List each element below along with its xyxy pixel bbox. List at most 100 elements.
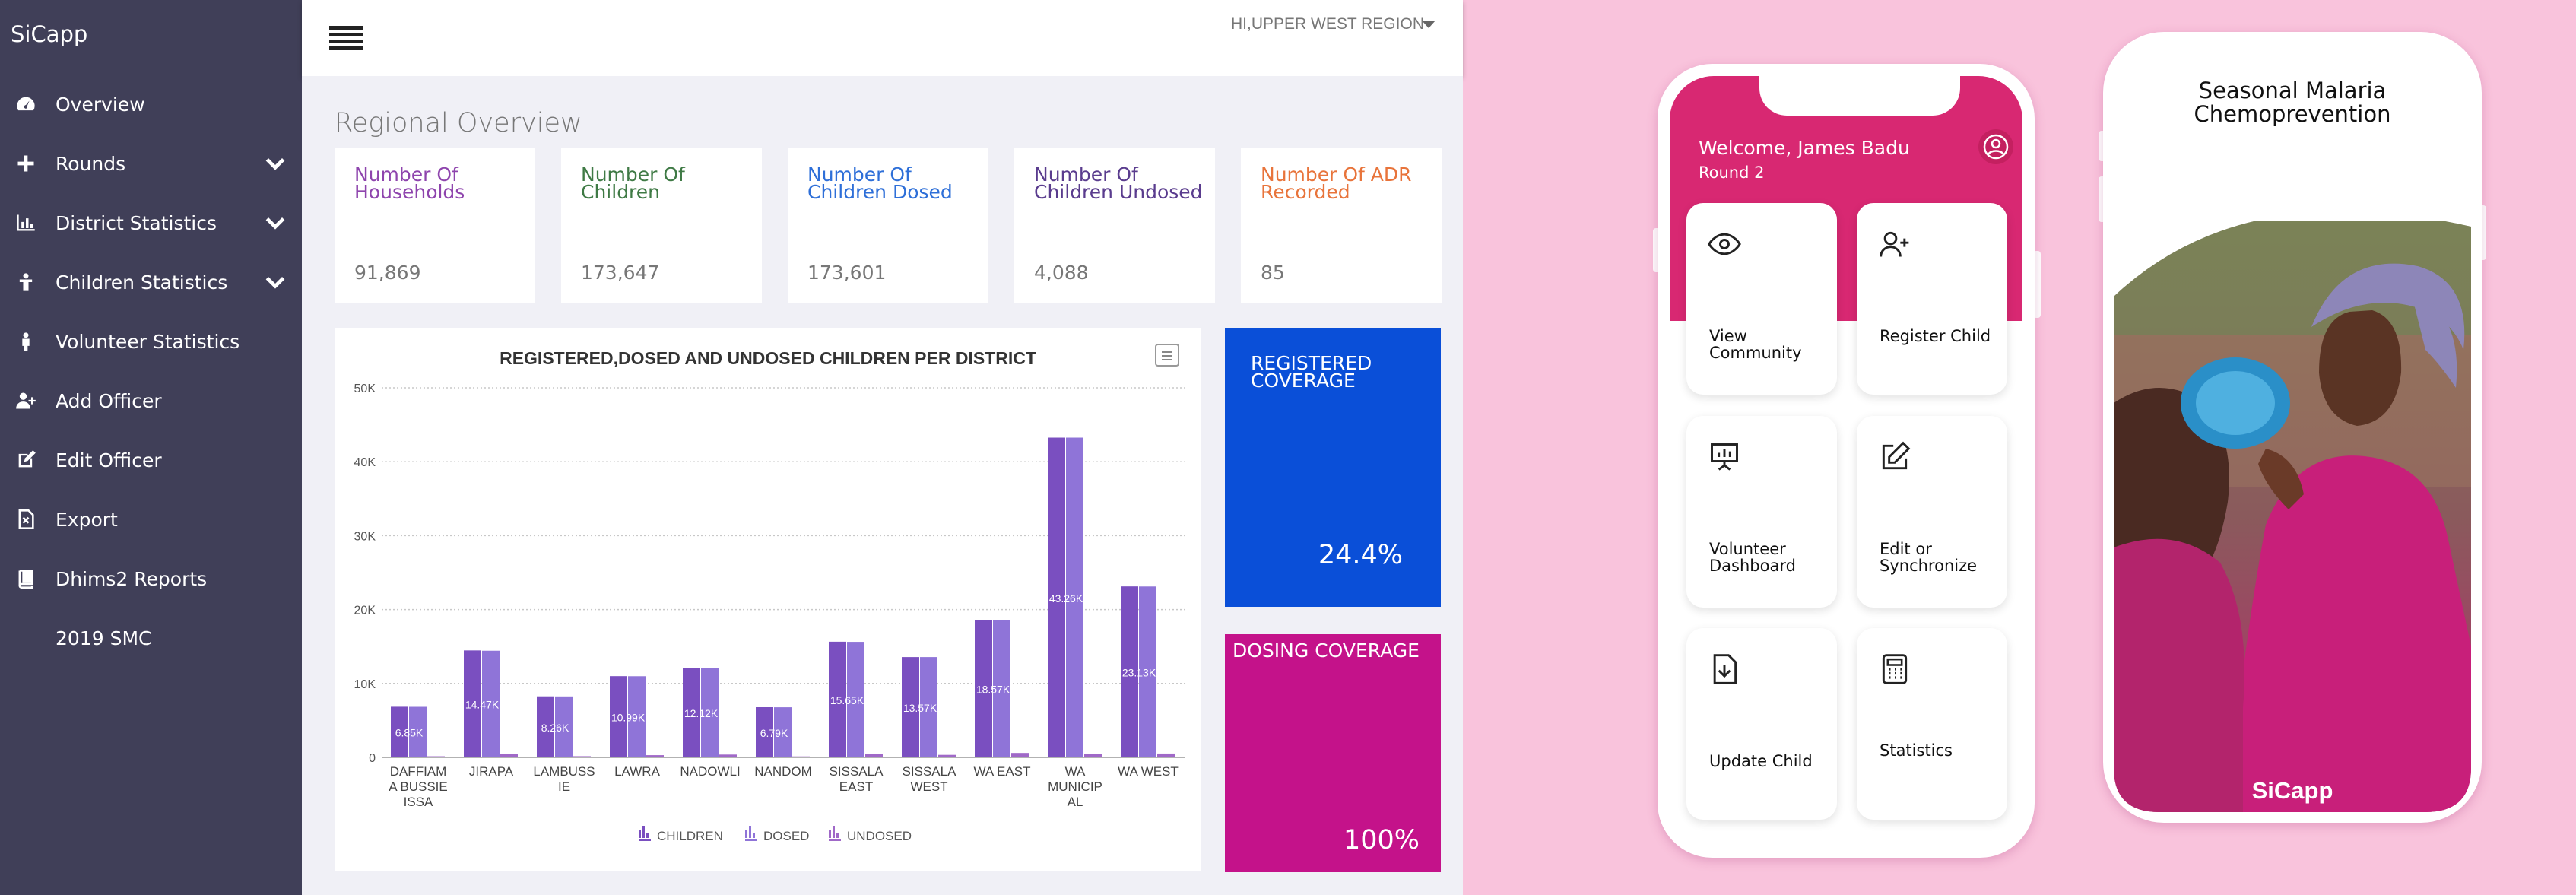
x-tick-label: NANDOM <box>754 764 812 779</box>
sidebar: SiCapp Overview Rounds District Statisti… <box>0 0 302 895</box>
bar-children <box>829 641 846 757</box>
tile-edit-synchronize[interactable]: Edit or Synchronize <box>1857 416 2007 608</box>
sidebar-item-label: Export <box>56 508 118 531</box>
bar-dosed <box>993 620 1010 757</box>
phone-side-button <box>2033 251 2041 318</box>
legend-bar-icon <box>639 826 651 841</box>
splash-title-line: Chemoprevention <box>2194 101 2391 127</box>
x-tick-label: WA <box>1065 764 1086 779</box>
bar-value-label: 10.99K <box>611 712 646 724</box>
x-tick-label: WA EAST <box>974 764 1031 779</box>
bar-dosed <box>920 657 937 757</box>
phone-side-button <box>2099 176 2106 222</box>
user-add-icon <box>1880 231 1909 257</box>
legend-bar-icon <box>829 826 841 841</box>
bar-value-label: 6.79K <box>760 727 788 739</box>
app-brand[interactable]: SiCapp <box>11 21 88 47</box>
legend-label: CHILDREN <box>657 829 723 843</box>
sidebar-item-label: Overview <box>56 93 145 116</box>
sidebar-item-label: Children Statistics <box>56 271 228 294</box>
stat-value: 173,647 <box>581 262 660 284</box>
profile-icon[interactable] <box>1978 129 2013 164</box>
bar-value-label: 6.85K <box>395 727 424 739</box>
bar-value-label: 23.13K <box>1122 667 1156 679</box>
bar-value-label: 18.57K <box>976 684 1010 696</box>
sidebar-item-volunteer-statistics[interactable]: Volunteer Statistics <box>0 319 302 364</box>
tile-statistics[interactable]: Statistics <box>1857 628 2007 820</box>
sidebar-item-edit-officer[interactable]: Edit Officer <box>0 437 302 483</box>
tile-volunteer-dashboard[interactable]: Volunteer Dashboard <box>1686 416 1837 608</box>
x-tick-label: ISSA <box>404 795 433 809</box>
x-tick-label: JIRAPA <box>469 764 514 779</box>
splash-title-line: Seasonal Malaria <box>2198 78 2387 103</box>
presentation-icon <box>1711 443 1738 471</box>
sidebar-item-export[interactable]: Export <box>0 497 302 542</box>
bar-undosed <box>719 754 737 757</box>
tile-label: Statistics <box>1880 741 1953 760</box>
stat-value: 4,088 <box>1034 262 1089 284</box>
stat-value: 173,601 <box>807 262 887 284</box>
sidebar-item-dhims2-reports[interactable]: Dhims2 Reports <box>0 556 302 601</box>
chevron-down-icon[interactable] <box>263 270 287 294</box>
main-content: Regional Overview Number Of Households 9… <box>302 76 1463 895</box>
phone-side-button <box>1653 228 1661 272</box>
bar-children <box>1048 437 1065 757</box>
sidebar-item-label: Volunteer Statistics <box>56 330 240 353</box>
stat-card-children-undosed: Number Of Children Undosed 4,088 <box>1014 148 1215 303</box>
sidebar-item-district-statistics[interactable]: District Statistics <box>0 200 302 246</box>
bar-dosed <box>555 696 573 757</box>
bar-dosed <box>701 668 719 757</box>
stat-card-households: Number Of Households 91,869 <box>335 148 535 303</box>
download-file-icon <box>1713 654 1737 684</box>
bar-children <box>610 676 627 757</box>
caret-down-icon[interactable] <box>1422 21 1436 28</box>
edit-icon <box>14 448 38 472</box>
x-tick-label: AL <box>1068 795 1083 809</box>
user-greeting-dropdown[interactable]: HI,UPPER WEST REGION <box>1231 15 1424 33</box>
sidebar-item-rounds[interactable]: Rounds <box>0 141 302 186</box>
x-tick-label: LAWRA <box>614 764 660 779</box>
chevron-down-icon[interactable] <box>263 151 287 176</box>
tile-update-child[interactable]: Update Child <box>1686 628 1837 820</box>
bar-chart-icon <box>14 211 38 235</box>
bar-value-label: 43.26K <box>1049 592 1083 605</box>
coverage-label: DOSING COVERAGE <box>1232 640 1420 662</box>
dashboard-icon <box>14 92 38 116</box>
welcome-text: Welcome, James Badu <box>1699 137 1910 159</box>
phone-side-button <box>2479 205 2486 260</box>
tile-register-child[interactable]: Register Child <box>1857 203 2007 395</box>
sidebar-item-2019-smc[interactable]: 2019 SMC <box>0 615 302 661</box>
y-tick-label: 20K <box>354 605 376 617</box>
page-title: Regional Overview <box>335 108 582 138</box>
bar-undosed <box>500 754 518 757</box>
phone-mockup-home: Welcome, James Badu Round 2 View Communi… <box>1658 64 2035 858</box>
sidebar-item-label: Dhims2 Reports <box>56 567 208 590</box>
phone-side-button <box>2099 131 2106 161</box>
legend-bar-icon <box>745 826 757 841</box>
tile-view-community[interactable]: View Community <box>1686 203 1837 395</box>
legend-item: UNDOSED <box>829 826 912 843</box>
sidebar-item-label: Rounds <box>56 152 126 175</box>
tile-label: Volunteer Dashboard <box>1709 540 1796 575</box>
x-tick-label: LAMBUSS <box>533 764 595 779</box>
hamburger-menu-icon[interactable] <box>329 26 363 53</box>
mother-child-photo <box>2114 221 2471 812</box>
user-plus-icon <box>14 389 38 413</box>
eye-icon <box>1708 233 1741 255</box>
tile-label: View Community <box>1709 327 1802 362</box>
sidebar-item-children-statistics[interactable]: Children Statistics <box>0 259 302 305</box>
chart-menu-icon[interactable] <box>1155 344 1179 367</box>
sidebar-item-add-officer[interactable]: Add Officer <box>0 378 302 424</box>
sidebar-item-overview[interactable]: Overview <box>0 81 302 127</box>
chevron-down-icon[interactable] <box>263 211 287 235</box>
bar-value-label: 12.12K <box>684 707 719 719</box>
bar-value-label: 13.57K <box>903 702 937 714</box>
bar-children <box>537 696 554 757</box>
edit-icon <box>1882 441 1911 470</box>
x-tick-label: SISSALA <box>830 764 884 779</box>
bar-dosed <box>774 707 792 757</box>
y-tick-label: 30K <box>354 530 376 543</box>
bar-dosed <box>1139 586 1156 757</box>
bar-undosed <box>573 756 591 757</box>
bar-undosed <box>1011 753 1029 757</box>
